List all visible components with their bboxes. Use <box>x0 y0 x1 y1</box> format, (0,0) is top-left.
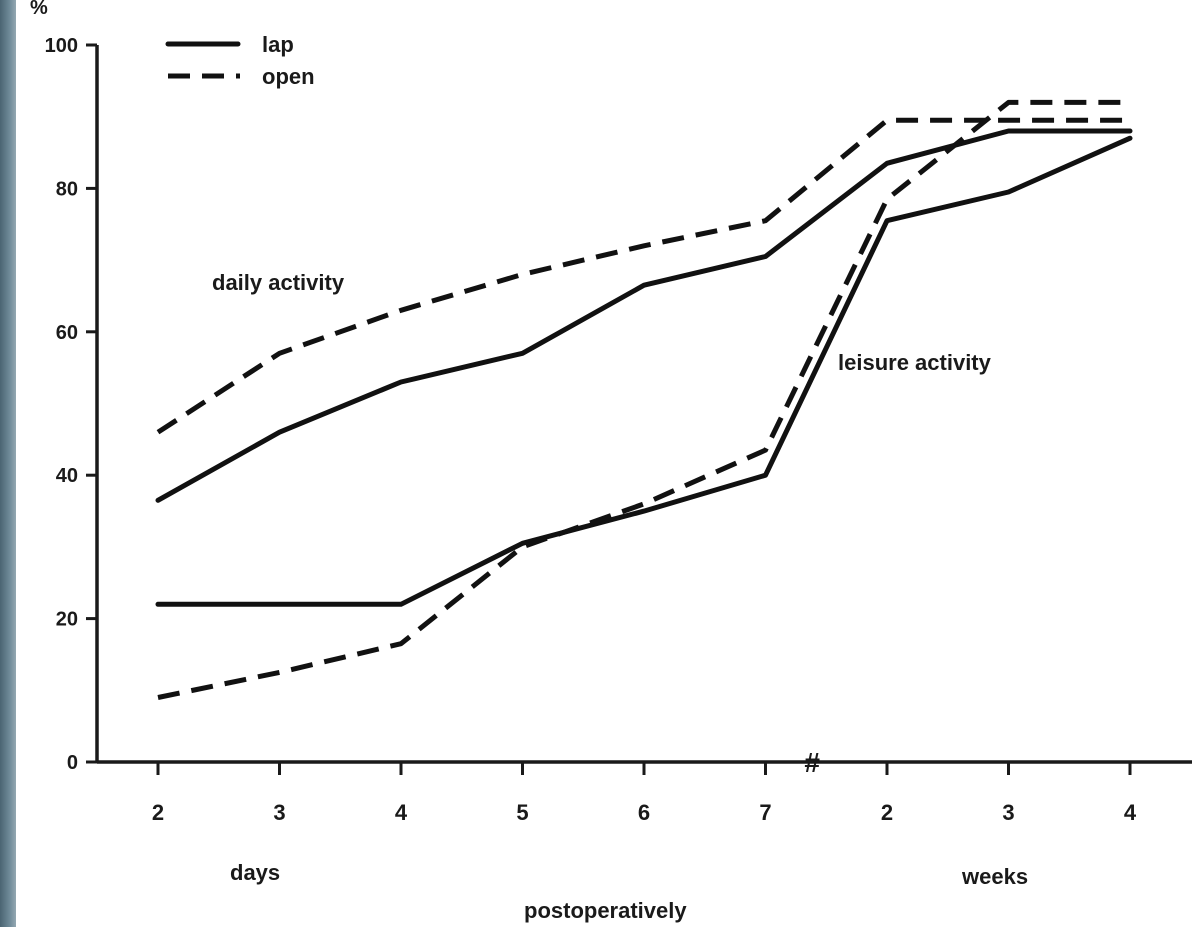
x-tick-label: 4 <box>395 800 408 825</box>
annotation-daily-activity: daily activity <box>212 270 345 295</box>
y-tick-label: 20 <box>56 609 78 631</box>
x-tick-label: 2 <box>881 800 893 825</box>
legend-label-lap: lap <box>262 32 294 57</box>
x-group-label-days: days <box>230 860 280 885</box>
x-ticks: 2 3 4 5 6 7 2 3 4 <box>152 762 1137 825</box>
y-tick-label: 80 <box>56 178 78 200</box>
legend: lap open <box>165 32 315 89</box>
axis-break-mark: # <box>804 747 820 778</box>
x-group-label-weeks: weeks <box>961 864 1028 889</box>
x-axis-label: postoperatively <box>524 898 687 923</box>
side-border <box>0 0 16 927</box>
y-tick-label: 60 <box>56 322 78 344</box>
annotation-leisure-activity: leisure activity <box>838 350 992 375</box>
x-tick-label: 7 <box>759 800 771 825</box>
y-ticks: 0 20 40 60 80 100 <box>45 35 97 774</box>
series-line-daily-activity-lap <box>155 128 1133 503</box>
series-layer <box>155 99 1133 700</box>
y-axis-label: % <box>30 0 48 19</box>
series-line-leisure-activity-lap <box>155 135 1133 607</box>
legend-label-open: open <box>262 64 315 89</box>
series-line-leisure-activity-open <box>157 99 1130 700</box>
x-tick-label: 3 <box>273 800 285 825</box>
y-tick-label: 100 <box>45 35 78 57</box>
x-tick-label: 6 <box>638 800 650 825</box>
series-line-daily-activity-open <box>156 117 1130 435</box>
y-tick-label: 0 <box>67 752 78 774</box>
y-tick-label: 40 <box>56 465 78 487</box>
x-tick-label: 2 <box>152 800 164 825</box>
x-tick-label: 3 <box>1002 800 1014 825</box>
x-tick-label: 5 <box>516 800 528 825</box>
x-tick-label: 4 <box>1124 800 1137 825</box>
